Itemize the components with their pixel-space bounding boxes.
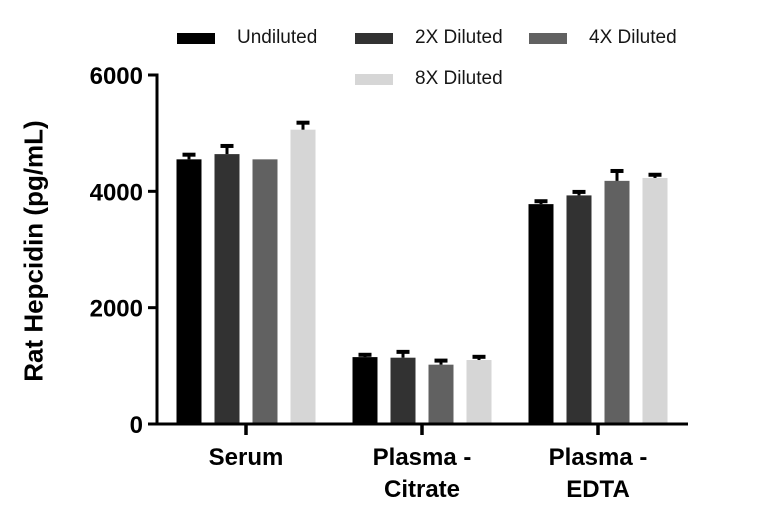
bar-plasma-edta-2x-diluted [566, 195, 592, 425]
x-category-label-plasma-citrate: Plasma - [373, 444, 472, 471]
bar-plasma-citrate-undiluted [352, 357, 378, 425]
legend-swatch-8x-diluted [355, 73, 393, 85]
legend-item-2x-diluted: 2X Diluted [355, 27, 503, 49]
bar-serum-2x-diluted [214, 154, 240, 425]
y-tick-label-4000: 4000 [90, 179, 143, 206]
y-tick-label-6000: 6000 [90, 63, 143, 90]
legend-item-undiluted: Undiluted [177, 27, 317, 49]
y-tick-label-0: 0 [130, 412, 143, 439]
bar-plasma-edta-undiluted [528, 204, 554, 425]
legend-swatch-4x-diluted [529, 32, 567, 44]
y-tick-label-2000: 2000 [90, 296, 143, 323]
legend-label-4x-diluted: 4X Diluted [589, 27, 677, 48]
legend-label-8x-diluted: 8X Diluted [415, 68, 503, 89]
legend-swatch-2x-diluted [355, 32, 393, 44]
bar-plasma-citrate-4x-diluted [428, 364, 454, 425]
bar-serum-undiluted [176, 159, 202, 425]
x-category-label-plasma-edta: Plasma - [549, 444, 648, 471]
bar-plasma-edta-8x-diluted [642, 177, 668, 425]
legend-item-4x-diluted: 4X Diluted [529, 27, 677, 49]
bar-plasma-citrate-8x-diluted [466, 360, 492, 425]
legend-item-8x-diluted: 8X Diluted [355, 68, 503, 90]
legend-swatch-undiluted [177, 32, 215, 44]
x-category-label-serum: Serum [209, 444, 284, 471]
bar-serum-4x-diluted [252, 159, 278, 425]
bar-serum-8x-diluted [290, 129, 316, 425]
x-category-label-plasma-edta: EDTA [566, 476, 630, 503]
x-category-label-plasma-citrate: Citrate [384, 476, 460, 503]
legend-label-undiluted: Undiluted [237, 27, 318, 48]
bar-plasma-citrate-2x-diluted [390, 357, 416, 425]
bar-plasma-edta-4x-diluted [604, 180, 630, 425]
legend-label-2x-diluted: 2X Diluted [415, 27, 503, 48]
